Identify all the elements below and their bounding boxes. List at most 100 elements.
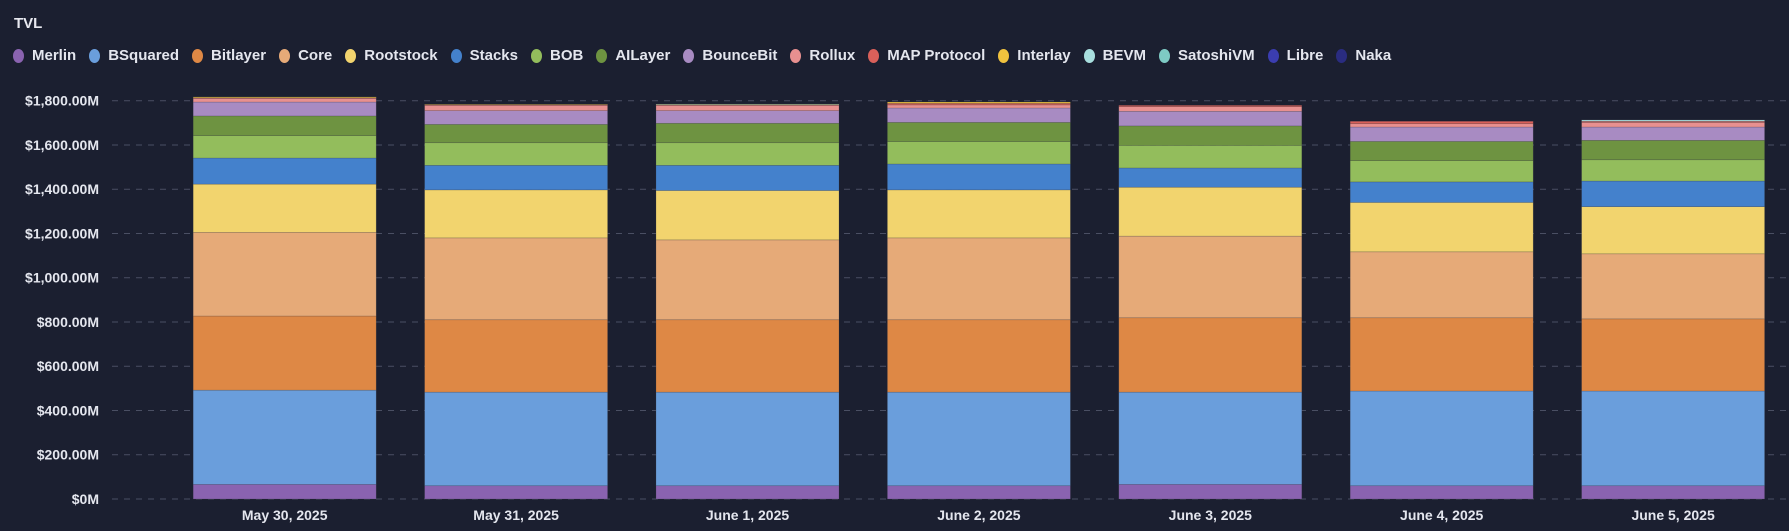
bar-segment-merlin[interactable] — [887, 485, 1071, 500]
legend-item[interactable]: Rollux — [790, 47, 855, 64]
bar-segment-core[interactable] — [1581, 253, 1765, 320]
legend-item[interactable]: Interlay — [998, 47, 1071, 64]
bar-segment-bsquared[interactable] — [887, 391, 1071, 487]
bar-segment-merlin[interactable] — [1581, 485, 1765, 500]
bar-segment-bouncebit[interactable] — [655, 110, 840, 124]
bar-segment-interlay[interactable] — [424, 103, 608, 106]
bar-segment-bitlayer[interactable] — [424, 319, 608, 393]
bar-segment-rollux[interactable] — [655, 105, 840, 111]
bar-segment-bouncebit[interactable] — [887, 107, 1071, 123]
legend-item[interactable]: BounceBit — [683, 47, 777, 64]
bar-segment-rootstock[interactable] — [1581, 206, 1765, 255]
bar-segment-ailayer[interactable] — [192, 115, 377, 136]
bar-segment-bitlayer[interactable] — [1349, 317, 1534, 392]
bar-segment-rollux[interactable] — [1581, 122, 1765, 128]
bar-stack[interactable] — [887, 101, 1071, 500]
bar-stack[interactable] — [192, 96, 377, 500]
bar-segment-core[interactable] — [1118, 235, 1303, 319]
bar-stack[interactable] — [424, 103, 608, 500]
legend-item[interactable]: Libre — [1267, 47, 1323, 64]
bar-segment-rollux[interactable] — [1349, 123, 1534, 128]
bar-segment-bouncebit[interactable] — [424, 110, 608, 125]
legend-item[interactable]: Core — [279, 47, 332, 64]
bar-segment-merlin[interactable] — [1349, 485, 1534, 500]
bar-segment-bitlayer[interactable] — [655, 319, 840, 393]
legend-item[interactable]: MAP Protocol — [868, 47, 985, 64]
bar-stack[interactable] — [1581, 119, 1765, 500]
bar-segment-core[interactable] — [424, 237, 608, 321]
legend-item[interactable]: AILayer — [596, 47, 670, 64]
bar-segment-bouncebit[interactable] — [192, 101, 377, 117]
bar-stack[interactable] — [655, 103, 840, 500]
legend-item[interactable]: BEVM — [1083, 47, 1146, 64]
bar-segment-ailayer[interactable] — [424, 124, 608, 144]
bar-segment-core[interactable] — [1349, 251, 1534, 319]
bar-segment-merlin[interactable] — [424, 485, 608, 500]
bar-segment-rootstock[interactable] — [424, 189, 608, 239]
bar-segment-core[interactable] — [887, 237, 1071, 321]
bar-segment-core[interactable] — [655, 239, 840, 321]
bar-segment-stacks[interactable] — [1349, 181, 1534, 203]
bar-segment-rollux[interactable] — [424, 105, 608, 111]
bar-segment-merlin[interactable] — [655, 485, 840, 500]
legend-item[interactable]: BSquared — [89, 47, 179, 64]
bar-stack[interactable] — [1349, 120, 1534, 500]
bar-segment-rootstock[interactable] — [1349, 202, 1534, 253]
bar-segment-bitlayer[interactable] — [1581, 318, 1765, 392]
bar-segment-stacks[interactable] — [424, 165, 608, 191]
bar-segment-rollux[interactable] — [192, 98, 377, 103]
bar-segment-bsquared[interactable] — [1118, 391, 1303, 485]
bar-segment-bsquared[interactable] — [655, 391, 840, 487]
legend-item[interactable]: Bitlayer — [192, 47, 266, 64]
bar-segment-core[interactable] — [192, 232, 377, 317]
bar-segment-merlin[interactable] — [192, 484, 377, 500]
bar-segment-ailayer[interactable] — [1349, 141, 1534, 161]
bar-segment-interlay[interactable] — [887, 101, 1071, 104]
bar-segment-stacks[interactable] — [1118, 167, 1303, 188]
bar-segment-rootstock[interactable] — [887, 189, 1071, 239]
bar-segment-bouncebit[interactable] — [1349, 126, 1534, 142]
bar-segment-rootstock[interactable] — [1118, 186, 1303, 237]
bar-segment-bevm[interactable] — [655, 103, 840, 105]
bar-segment-stacks[interactable] — [192, 157, 377, 185]
legend-item[interactable]: Naka — [1336, 47, 1391, 64]
legend-item[interactable]: BOB — [530, 47, 583, 64]
bar-segment-map-protocol[interactable] — [1349, 120, 1534, 125]
bar-segment-rootstock[interactable] — [655, 190, 840, 241]
bar-segment-bob[interactable] — [1349, 160, 1534, 183]
bar-segment-bouncebit[interactable] — [1581, 126, 1765, 141]
bar-segment-stacks[interactable] — [1581, 180, 1765, 207]
bar-segment-ailayer[interactable] — [1118, 125, 1303, 146]
bar-segment-bsquared[interactable] — [192, 389, 377, 485]
bar-segment-map-protocol[interactable] — [1118, 105, 1303, 107]
legend-item[interactable]: Rootstock — [345, 47, 438, 64]
bar-segment-bob[interactable] — [887, 141, 1071, 165]
bar-segment-bouncebit[interactable] — [1118, 111, 1303, 127]
bar-segment-bob[interactable] — [1581, 159, 1765, 182]
bar-segment-rollux[interactable] — [887, 104, 1071, 109]
bar-segment-bitlayer[interactable] — [192, 315, 377, 391]
bar-segment-rootstock[interactable] — [192, 183, 377, 233]
bar-segment-bitlayer[interactable] — [1118, 317, 1303, 393]
bar-segment-bevm[interactable] — [1581, 119, 1765, 122]
bar-segment-bob[interactable] — [1118, 145, 1303, 169]
bar-segment-ailayer[interactable] — [1581, 140, 1765, 161]
bar-segment-bob[interactable] — [424, 142, 608, 166]
bar-segment-ailayer[interactable] — [655, 122, 840, 144]
bar-segment-stacks[interactable] — [887, 163, 1071, 191]
bar-segment-bsquared[interactable] — [1349, 390, 1534, 487]
bar-segment-bitlayer[interactable] — [887, 319, 1071, 393]
bar-segment-bob[interactable] — [192, 135, 377, 159]
bar-segment-bsquared[interactable] — [1581, 390, 1765, 487]
bar-segment-interlay[interactable] — [192, 96, 377, 99]
legend-item[interactable]: Stacks — [450, 47, 518, 64]
bar-segment-bob[interactable] — [655, 142, 840, 166]
bar-segment-ailayer[interactable] — [887, 122, 1071, 142]
bar-segment-bsquared[interactable] — [424, 391, 608, 487]
bar-segment-stacks[interactable] — [655, 165, 840, 191]
bar-segment-rollux[interactable] — [1118, 106, 1303, 112]
bar-stack[interactable] — [1118, 105, 1303, 500]
legend-item[interactable]: Merlin — [13, 47, 76, 64]
legend-item[interactable]: SatoshiVM — [1158, 47, 1255, 64]
bar-segment-merlin[interactable] — [1118, 484, 1303, 500]
